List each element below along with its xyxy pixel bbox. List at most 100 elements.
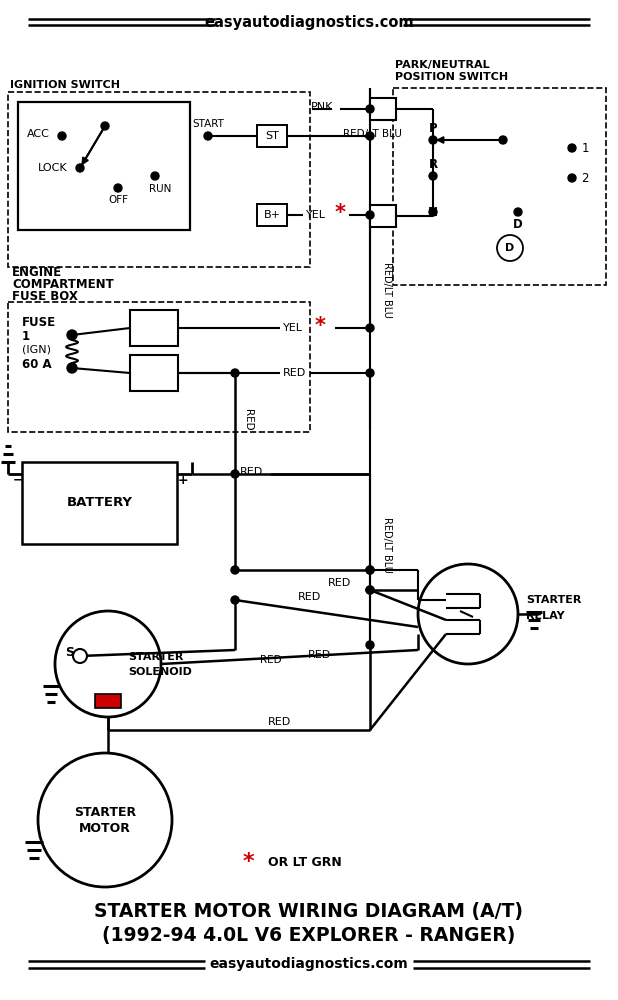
Text: RED: RED [240,467,263,477]
Text: RED/LT BLU: RED/LT BLU [343,129,402,139]
Text: RED/LT BLU: RED/LT BLU [382,262,392,318]
Circle shape [366,641,374,649]
Circle shape [366,369,374,377]
Circle shape [231,369,239,377]
Circle shape [366,586,374,594]
Bar [257,204,287,226]
Text: S: S [66,646,75,658]
Text: MOTOR: MOTOR [79,822,131,834]
Bar [8,92,310,267]
Circle shape [497,235,523,261]
Circle shape [366,586,374,594]
Circle shape [429,172,437,180]
Text: FUSE: FUSE [22,316,56,328]
Circle shape [231,470,239,478]
Text: 1: 1 [582,141,589,154]
Text: R: R [428,157,438,170]
Text: *: * [242,852,254,872]
Text: YEL: YEL [283,323,303,333]
Text: RED: RED [243,409,253,431]
Circle shape [101,122,109,130]
Bar [130,355,178,391]
Text: RED: RED [328,578,352,588]
Bar [370,205,396,227]
Text: *: * [335,203,346,223]
Text: ENGINE: ENGINE [12,265,62,278]
Text: RUN: RUN [149,184,171,194]
Circle shape [568,144,576,152]
Text: RED: RED [260,655,282,665]
Text: STARTER: STARTER [128,652,184,662]
Circle shape [76,164,84,172]
Text: STARTER: STARTER [526,595,582,605]
Text: D: D [513,218,523,231]
Text: 2: 2 [582,172,589,184]
Text: 1: 1 [22,330,30,342]
Text: *: * [315,316,326,336]
Text: YEL: YEL [306,210,326,220]
Bar [370,98,396,120]
Circle shape [114,184,122,192]
Circle shape [231,596,239,604]
Circle shape [366,566,374,574]
Text: RED: RED [308,650,332,660]
Text: D: D [506,243,515,253]
Circle shape [514,208,522,216]
Bar [130,310,178,346]
Bar [22,462,177,544]
Text: PARK/NEUTRAL: PARK/NEUTRAL [395,60,489,70]
Text: ACC: ACC [27,129,50,139]
Bar [8,302,310,432]
Text: RED/LT BLU: RED/LT BLU [382,517,392,573]
Text: RED: RED [268,717,292,727]
Bar [95,694,121,708]
Bar [18,102,190,230]
Text: SOLENOID: SOLENOID [128,667,192,677]
Text: P: P [429,121,438,134]
Circle shape [55,611,161,717]
Circle shape [366,105,374,113]
Circle shape [151,172,159,180]
Circle shape [366,324,374,332]
Circle shape [418,564,518,664]
Bar [393,88,606,285]
Text: STARTER MOTOR WIRING DIAGRAM (A/T): STARTER MOTOR WIRING DIAGRAM (A/T) [95,902,523,922]
Circle shape [366,211,374,219]
Text: PNK: PNK [311,102,333,112]
Circle shape [366,132,374,140]
Circle shape [73,649,87,663]
Circle shape [38,753,172,887]
Text: STARTER: STARTER [74,806,136,818]
Text: RELAY: RELAY [526,611,565,621]
Text: B+: B+ [263,210,281,220]
Text: START: START [192,119,224,129]
Text: −: − [13,474,23,487]
Text: OR LT GRN: OR LT GRN [268,856,342,868]
Circle shape [366,566,374,574]
Text: (IGN): (IGN) [22,345,51,355]
Text: COMPARTMENT: COMPARTMENT [12,277,114,290]
Text: LOCK: LOCK [38,163,68,173]
Circle shape [499,136,507,144]
Text: POSITION SWITCH: POSITION SWITCH [395,72,508,82]
Text: FUSE BOX: FUSE BOX [12,290,78,302]
Circle shape [429,208,437,216]
Text: 60 A: 60 A [22,358,52,370]
Text: IGNITION SWITCH: IGNITION SWITCH [10,80,120,90]
Circle shape [568,174,576,182]
Text: easyautodiagnostics.com: easyautodiagnostics.com [210,957,408,971]
Circle shape [204,132,212,140]
Text: OFF: OFF [108,195,128,205]
Circle shape [231,566,239,574]
Circle shape [58,132,66,140]
Circle shape [67,330,77,340]
Text: easyautodiagnostics.com: easyautodiagnostics.com [204,14,414,29]
Text: RED: RED [283,368,307,378]
Circle shape [429,136,437,144]
Circle shape [67,363,77,373]
Text: +: + [178,474,188,487]
Text: ST: ST [265,131,279,141]
Text: N: N [428,206,438,219]
Text: RED: RED [298,592,321,602]
Text: (1992-94 4.0L V6 EXPLORER - RANGER): (1992-94 4.0L V6 EXPLORER - RANGER) [103,926,515,946]
